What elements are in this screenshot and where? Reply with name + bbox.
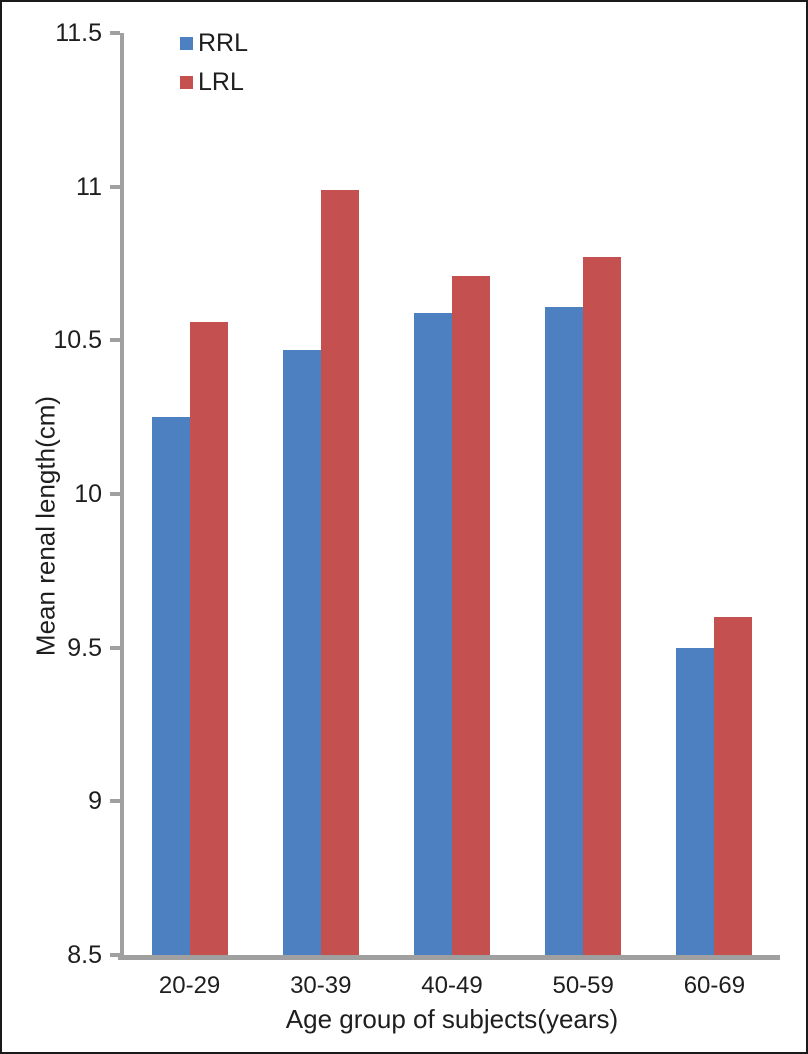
x-tick-label: 50-59 (552, 972, 614, 999)
y-tick-mark (110, 492, 120, 496)
bar-RRL-50-59 (545, 306, 584, 955)
legend-label: RRL (198, 29, 249, 57)
y-tick-label: 8.5 (67, 941, 102, 969)
bar-LRL-20-29 (189, 321, 228, 955)
y-axis-line (120, 33, 124, 955)
x-tick-label: 20-29 (158, 972, 221, 999)
y-tick-mark (110, 645, 120, 650)
legend-item-RRL: RRL (180, 30, 248, 56)
legend-swatch-icon (180, 36, 193, 50)
x-tick-label: 60-69 (683, 972, 746, 999)
y-tick-label: 9.5 (67, 633, 102, 662)
bar-RRL-40-49 (414, 312, 452, 955)
x-tick-label: 40-49 (421, 972, 483, 999)
x-axis-title: Age group of subjects(years) (285, 1004, 619, 1034)
y-tick-label: 11.5 (55, 19, 102, 47)
bar-RRL-30-39 (282, 349, 321, 955)
bar-LRL-60-69 (714, 616, 753, 955)
y-tick-label: 10.5 (53, 326, 102, 355)
y-tick-label: 10 (74, 480, 102, 508)
bar-LRL-30-39 (320, 189, 359, 955)
y-tick-mark (110, 184, 120, 189)
legend-item-LRL: LRL (180, 69, 248, 95)
legend-label: LRL (198, 68, 244, 96)
y-tick-mark (110, 953, 120, 957)
y-axis-title: Mean renal length(cm) (30, 395, 61, 657)
bar-RRL-20-29 (151, 417, 190, 955)
bar-RRL-60-69 (676, 647, 715, 955)
y-tick-mark (110, 31, 120, 35)
x-tick-label: 30-39 (290, 972, 352, 999)
y-tick-mark (110, 799, 120, 804)
y-tick-label: 9 (88, 787, 102, 816)
bar-LRL-50-59 (583, 257, 622, 955)
legend-swatch-icon (180, 75, 193, 89)
legend: RRL LRL (180, 30, 248, 108)
x-axis-line (118, 955, 780, 960)
y-tick-mark (110, 338, 120, 343)
bar-LRL-40-49 (452, 275, 490, 955)
y-tick-label: 11 (76, 172, 102, 201)
